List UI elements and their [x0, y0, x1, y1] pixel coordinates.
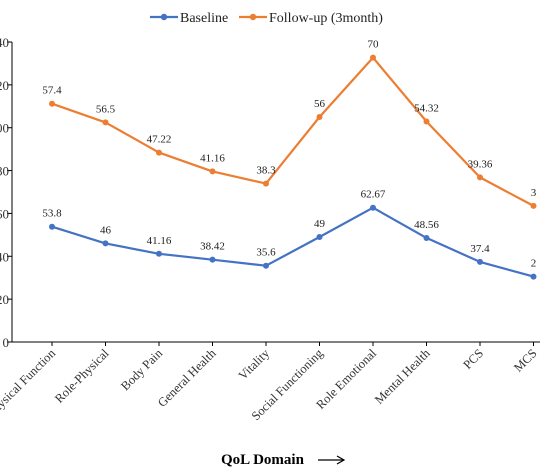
y-tick-label: 20: [0, 292, 9, 307]
data-label-follow-up: 57.4: [42, 85, 62, 97]
data-label-baseline: 37.4: [470, 243, 490, 255]
y-tick-label: 80: [0, 164, 9, 179]
y-tick-label: 0: [3, 335, 10, 350]
x-tick-label: Role-Physical: [52, 346, 112, 406]
y-tick-label: 40: [0, 249, 9, 264]
data-point-follow-up[interactable]: [209, 168, 216, 175]
x-tick-label: MCS: [511, 346, 540, 375]
x-tick-label: Mental Health: [372, 346, 433, 407]
data-label-follow-up: 47.22: [147, 134, 172, 146]
data-point-follow-up[interactable]: [156, 149, 162, 156]
data-label-baseline: 46: [100, 224, 112, 236]
data-label-follow-up: 56: [314, 98, 326, 110]
arrow-head-icon: [336, 455, 346, 465]
data-point-baseline[interactable]: [209, 256, 216, 263]
x-tick-label: PCS: [460, 346, 486, 372]
data-label-follow-up: 3: [531, 187, 537, 199]
data-label-baseline: 2: [531, 258, 537, 270]
data-point-baseline[interactable]: [423, 234, 430, 241]
x-axis-title: QoL Domain: [221, 452, 346, 468]
y-tick-label: 100: [0, 121, 9, 136]
data-point-baseline[interactable]: [370, 204, 376, 211]
series-lines: [51, 56, 535, 278]
data-point-baseline[interactable]: [477, 258, 483, 265]
y-tick-label: 120: [0, 78, 9, 93]
data-point-baseline[interactable]: [530, 273, 537, 280]
series-line-follow-up: [51, 56, 535, 207]
data-point-follow-up[interactable]: [102, 119, 109, 126]
x-tick-label: Body Pain: [118, 346, 166, 394]
x-tick-label: Physical Function: [0, 346, 59, 420]
data-point-follow-up[interactable]: [370, 54, 376, 61]
y-tick-labels: 0 20 40 60 80 100 120 140: [0, 35, 12, 350]
data-point-baseline[interactable]: [102, 240, 109, 247]
data-point-baseline[interactable]: [263, 262, 269, 269]
data-label-follow-up: 39.36: [468, 158, 493, 170]
data-label-follow-up: 56.5: [96, 103, 116, 115]
legend-item-follow-up[interactable]: Follow-up (3month): [239, 11, 383, 26]
series-points: [49, 54, 537, 280]
x-tick-label: General Health: [155, 346, 219, 410]
data-point-follow-up[interactable]: [423, 118, 430, 125]
data-label-follow-up: 70: [368, 39, 380, 51]
legend: Baseline Follow-up (3month): [150, 11, 383, 26]
data-point-follow-up[interactable]: [530, 202, 537, 209]
data-point-baseline[interactable]: [316, 234, 323, 240]
legend-label-baseline: Baseline: [180, 11, 228, 26]
x-tick-label: Vitality: [236, 346, 273, 383]
legend-item-baseline[interactable]: Baseline: [150, 11, 228, 26]
data-label-baseline: 35.6: [256, 247, 276, 259]
data-label-baseline: 38.42: [200, 241, 225, 253]
data-label-baseline: 41.16: [147, 235, 172, 247]
data-labels: 53.8 46 41.16 38.42 35.6 49 62.67 48.56 37.4 2 57.…: [42, 39, 536, 270]
legend-label-follow-up: Follow-up (3month): [269, 11, 383, 26]
y-tick-label: 140: [0, 35, 9, 50]
data-label-baseline: 53.8: [42, 208, 62, 220]
data-point-follow-up[interactable]: [263, 180, 269, 187]
data-point-follow-up[interactable]: [477, 174, 483, 181]
data-point-baseline[interactable]: [156, 250, 162, 257]
data-label-baseline: 49: [314, 218, 326, 230]
y-tick-label: 60: [0, 206, 9, 221]
data-label-follow-up: 54.32: [414, 103, 439, 115]
data-point-follow-up[interactable]: [316, 114, 323, 120]
data-point-baseline[interactable]: [49, 223, 55, 230]
data-point-follow-up[interactable]: [49, 100, 55, 107]
series-line-baseline: [51, 206, 534, 278]
data-label-baseline: 48.56: [414, 219, 439, 231]
data-label-follow-up: 41.16: [200, 152, 225, 164]
x-axis-label: QoL Domain: [221, 452, 305, 468]
data-label-baseline: 62.67: [361, 189, 386, 201]
data-label-follow-up: 38.3: [256, 165, 276, 177]
